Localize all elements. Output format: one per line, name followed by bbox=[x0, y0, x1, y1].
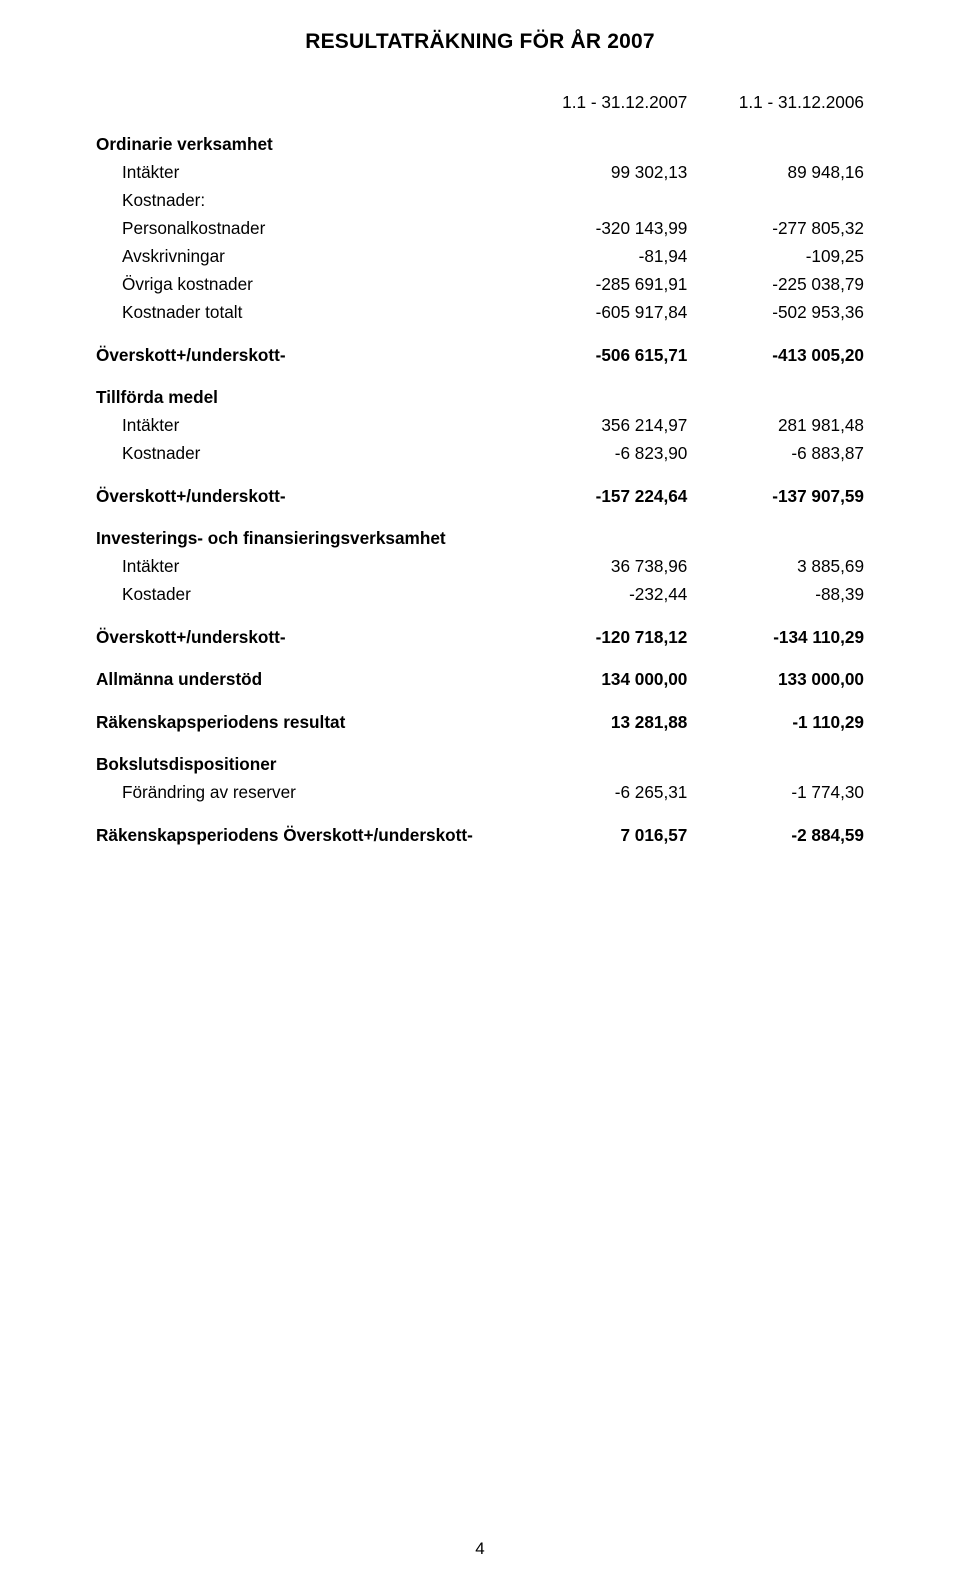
row-value: -2 884,59 bbox=[687, 807, 864, 850]
row-label: Kostnader bbox=[96, 440, 511, 468]
row-value: 133 000,00 bbox=[687, 651, 864, 694]
row-value: -285 691,91 bbox=[511, 271, 688, 299]
income-statement-table: 1.1 - 31.12.2007 1.1 - 31.12.2006 Ordina… bbox=[96, 88, 864, 849]
row-label-overskott: Överskott+/underskott- bbox=[96, 468, 511, 511]
row-value: -502 953,36 bbox=[687, 299, 864, 327]
row-label: Personalkostnader bbox=[96, 215, 511, 243]
row-value: 89 948,16 bbox=[687, 159, 864, 187]
row-value: 3 885,69 bbox=[687, 553, 864, 581]
section-heading-bokslut: Bokslutsdispositioner bbox=[96, 736, 864, 779]
section-heading-investerings: Investerings- och finansieringsverksamhe… bbox=[96, 510, 864, 553]
row-label: Intäkter bbox=[96, 412, 511, 440]
row-value: -506 615,71 bbox=[511, 327, 688, 370]
row-label-rakenskap-resultat: Räkenskapsperiodens resultat bbox=[96, 694, 511, 737]
row-value: -232,44 bbox=[511, 581, 688, 609]
row-value: 134 000,00 bbox=[511, 651, 688, 694]
row-label: Avskrivningar bbox=[96, 243, 511, 271]
row-value: -1 110,29 bbox=[687, 694, 864, 737]
row-value: -157 224,64 bbox=[511, 468, 688, 511]
row-value: -320 143,99 bbox=[511, 215, 688, 243]
row-value: 7 016,57 bbox=[511, 807, 688, 850]
section-heading-ordinarie: Ordinarie verksamhet bbox=[96, 116, 864, 159]
row-label: Kostader bbox=[96, 581, 511, 609]
row-label-overskott: Överskott+/underskott- bbox=[96, 609, 511, 652]
row-value: -6 883,87 bbox=[687, 440, 864, 468]
row-value: -134 110,29 bbox=[687, 609, 864, 652]
row-value: -277 805,32 bbox=[687, 215, 864, 243]
row-value: -413 005,20 bbox=[687, 327, 864, 370]
row-label-allmanna: Allmänna understöd bbox=[96, 651, 511, 694]
row-value: -6 265,31 bbox=[511, 779, 688, 807]
row-label: Förändring av reserver bbox=[96, 779, 511, 807]
row-value: -81,94 bbox=[511, 243, 688, 271]
row-label-overskott: Överskott+/underskott- bbox=[96, 327, 511, 370]
section-heading-tillforda: Tillförda medel bbox=[96, 369, 864, 412]
row-value: 99 302,13 bbox=[511, 159, 688, 187]
period-1-header: 1.1 - 31.12.2007 bbox=[511, 88, 688, 116]
row-value: 13 281,88 bbox=[511, 694, 688, 737]
row-value: -137 907,59 bbox=[687, 468, 864, 511]
row-value: -120 718,12 bbox=[511, 609, 688, 652]
row-label: Övriga kostnader bbox=[96, 271, 511, 299]
row-label: Intäkter bbox=[96, 553, 511, 581]
row-value: -88,39 bbox=[687, 581, 864, 609]
row-value: -225 038,79 bbox=[687, 271, 864, 299]
row-value: -6 823,90 bbox=[511, 440, 688, 468]
row-value: -109,25 bbox=[687, 243, 864, 271]
page-number: 4 bbox=[0, 1539, 960, 1559]
row-label: Kostnader: bbox=[96, 187, 864, 215]
period-2-header: 1.1 - 31.12.2006 bbox=[687, 88, 864, 116]
row-value: -605 917,84 bbox=[511, 299, 688, 327]
row-value: 281 981,48 bbox=[687, 412, 864, 440]
row-label-rakenskap-overskott: Räkenskapsperiodens Överskott+/underskot… bbox=[96, 807, 511, 850]
row-label: Intäkter bbox=[96, 159, 511, 187]
row-value: 36 738,96 bbox=[511, 553, 688, 581]
page-title: RESULTATRÄKNING FÖR ÅR 2007 bbox=[96, 30, 864, 54]
row-label: Kostnader totalt bbox=[96, 299, 511, 327]
row-value: 356 214,97 bbox=[511, 412, 688, 440]
row-value: -1 774,30 bbox=[687, 779, 864, 807]
